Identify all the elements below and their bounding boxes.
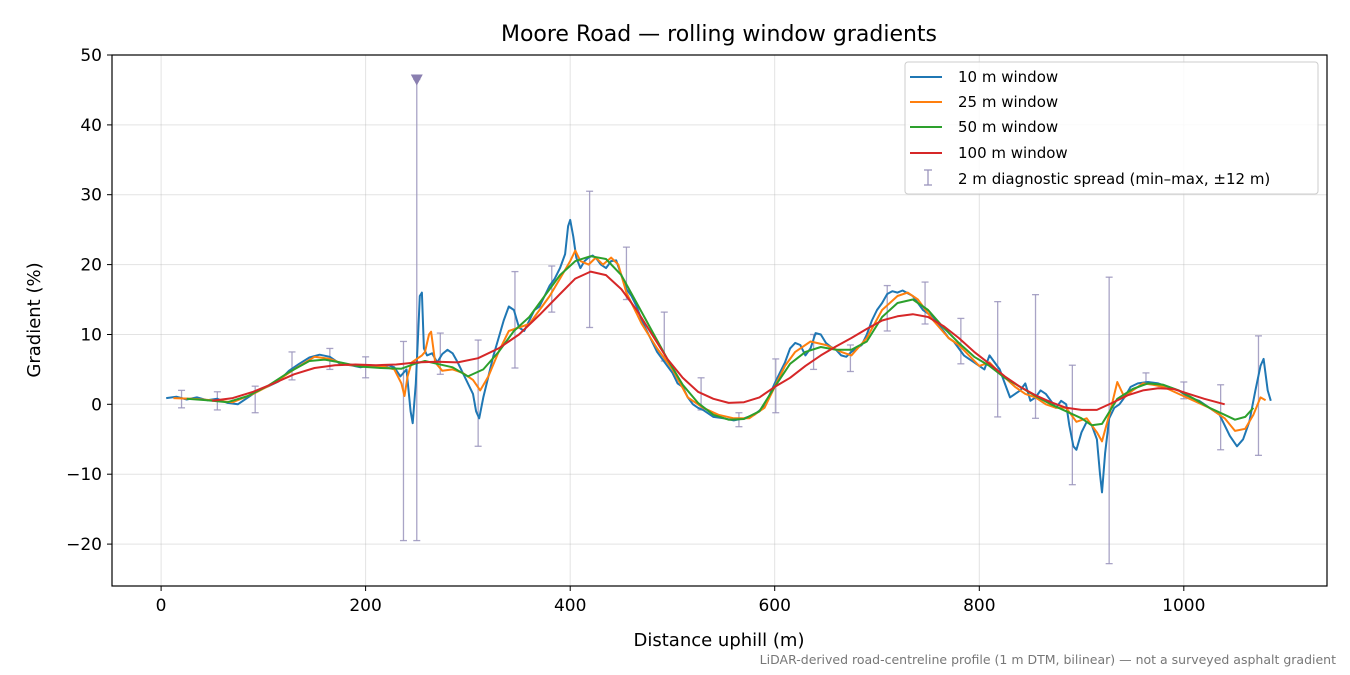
y-tick-label: 50	[80, 46, 102, 66]
x-tick-label: 1000	[1162, 596, 1205, 616]
footnote: LiDAR-derived road-centreline profile (1…	[759, 652, 1336, 667]
series-line-0	[166, 218, 1272, 494]
legend-box	[904, 61, 1319, 195]
y-tick-label: −10	[66, 465, 102, 485]
y-axis-label: Gradient (%)	[24, 262, 45, 377]
legend-label-diagnostic: 2 m diagnostic spread (min–max, ±12 m)	[958, 170, 1270, 188]
legend-label-25m: 25 m window	[958, 93, 1058, 111]
series-line-3	[212, 270, 1225, 411]
y-tick-label: 40	[80, 116, 102, 136]
y-tick-label: 10	[80, 326, 102, 346]
y-tick-label: 0	[91, 395, 102, 415]
x-tick-label: 800	[963, 596, 995, 616]
legend: 10 m window 25 m window 50 m window 100 …	[904, 61, 1319, 195]
series-lines	[166, 218, 1272, 494]
x-tick-label: 0	[156, 596, 167, 616]
x-axis-label: Distance uphill (m)	[634, 630, 805, 651]
chart-title: Moore Road — rolling window gradients	[501, 22, 937, 47]
diagnostic-spread-bars	[178, 74, 1262, 565]
x-tick-label: 600	[758, 596, 790, 616]
x-tick-label: 200	[349, 596, 381, 616]
y-tick-label: 30	[80, 186, 102, 206]
axis-ticks: 0 200 400 600 800 1000 −20 −10 0 10 20 30 40 50	[66, 46, 1205, 616]
plot-frame	[111, 54, 1328, 587]
x-tick-label: 400	[554, 596, 586, 616]
y-tick-label: 20	[80, 256, 102, 276]
legend-label-100m: 100 m window	[958, 144, 1068, 162]
legend-label-10m: 10 m window	[958, 68, 1058, 86]
series-line-1	[173, 249, 1267, 443]
y-tick-label: −20	[66, 535, 102, 555]
clipped-value-marker	[410, 74, 423, 86]
series-line-2	[186, 255, 1255, 427]
legend-swatch-diagnostic	[924, 169, 932, 186]
legend-label-50m: 50 m window	[958, 118, 1058, 136]
